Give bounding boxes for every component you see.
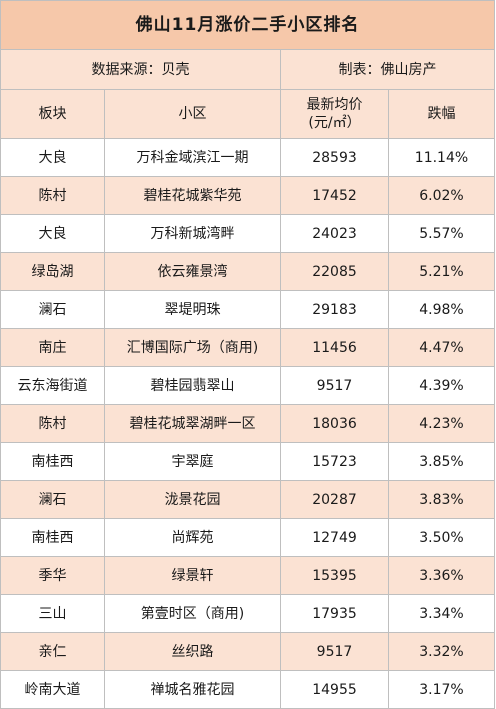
community-cell: 绿景轩 xyxy=(105,557,281,594)
title-row: 佛山11月涨价二手小区排名 xyxy=(1,1,495,50)
source-row: 数据来源：贝壳 制表：佛山房产 xyxy=(1,50,495,90)
data-source-label: 数据来源：贝壳 xyxy=(1,50,281,89)
header-price-line2: (元/㎡） xyxy=(308,115,361,131)
table-row: 陈村 碧桂花城翠湖畔一区 18036 4.23% xyxy=(1,405,495,443)
table-title: 佛山11月涨价二手小区排名 xyxy=(1,1,495,49)
table-row: 澜石 泷景花园 20287 3.83% xyxy=(1,481,495,519)
district-cell: 陈村 xyxy=(1,405,105,442)
district-cell: 南庄 xyxy=(1,329,105,366)
change-cell: 3.83% xyxy=(389,481,495,518)
price-cell: 22085 xyxy=(281,253,389,290)
header-community: 小区 xyxy=(105,90,281,138)
district-cell: 澜石 xyxy=(1,291,105,328)
community-cell: 依云雍景湾 xyxy=(105,253,281,290)
price-cell: 9517 xyxy=(281,633,389,670)
change-cell: 4.98% xyxy=(389,291,495,328)
price-cell: 15723 xyxy=(281,443,389,480)
change-cell: 4.47% xyxy=(389,329,495,366)
header-price: 最新均价 (元/㎡） xyxy=(281,90,389,138)
district-cell: 季华 xyxy=(1,557,105,594)
table-row: 大良 万科新城湾畔 24023 5.57% xyxy=(1,215,495,253)
table-row: 季华 绿景轩 15395 3.36% xyxy=(1,557,495,595)
community-cell: 宇翠庭 xyxy=(105,443,281,480)
table-row: 绿岛湖 依云雍景湾 22085 5.21% xyxy=(1,253,495,291)
community-cell: 禅城名雅花园 xyxy=(105,671,281,708)
table-row: 亲仁 丝织路 9517 3.32% xyxy=(1,633,495,671)
price-cell: 17935 xyxy=(281,595,389,632)
change-cell: 3.34% xyxy=(389,595,495,632)
district-cell: 南桂西 xyxy=(1,443,105,480)
table-row: 岭南大道 禅城名雅花园 14955 3.17% xyxy=(1,671,495,709)
table-row: 三山 第壹时区（商用) 17935 3.34% xyxy=(1,595,495,633)
header-district: 板块 xyxy=(1,90,105,138)
price-cell: 14955 xyxy=(281,671,389,708)
change-cell: 6.02% xyxy=(389,177,495,214)
district-cell: 亲仁 xyxy=(1,633,105,670)
community-cell: 尚辉苑 xyxy=(105,519,281,556)
change-cell: 5.57% xyxy=(389,215,495,252)
table-row: 云东海街道 碧桂园翡翠山 9517 4.39% xyxy=(1,367,495,405)
table-body: 大良 万科金域滨江一期 28593 11.14% 陈村 碧桂花城紫华苑 17452 6.02%… xyxy=(1,139,495,709)
community-cell: 万科金域滨江一期 xyxy=(105,139,281,176)
producer-label: 制表：佛山房产 xyxy=(281,50,495,89)
price-cell: 11456 xyxy=(281,329,389,366)
community-cell: 丝织路 xyxy=(105,633,281,670)
header-price-line1: 最新均价 xyxy=(306,97,363,113)
change-cell: 3.50% xyxy=(389,519,495,556)
community-cell: 碧桂花城紫华苑 xyxy=(105,177,281,214)
change-cell: 4.39% xyxy=(389,367,495,404)
price-cell: 18036 xyxy=(281,405,389,442)
table-row: 南桂西 尚辉苑 12749 3.50% xyxy=(1,519,495,557)
change-cell: 11.14% xyxy=(389,139,495,176)
table-row: 南庄 汇博国际广场（商用) 11456 4.47% xyxy=(1,329,495,367)
community-cell: 泷景花园 xyxy=(105,481,281,518)
change-cell: 3.85% xyxy=(389,443,495,480)
district-cell: 云东海街道 xyxy=(1,367,105,404)
district-cell: 陈村 xyxy=(1,177,105,214)
district-cell: 南桂西 xyxy=(1,519,105,556)
price-cell: 9517 xyxy=(281,367,389,404)
change-cell: 5.21% xyxy=(389,253,495,290)
change-cell: 3.32% xyxy=(389,633,495,670)
district-cell: 大良 xyxy=(1,215,105,252)
price-cell: 12749 xyxy=(281,519,389,556)
table-row: 澜石 翠堤明珠 29183 4.98% xyxy=(1,291,495,329)
price-cell: 20287 xyxy=(281,481,389,518)
table-row: 大良 万科金域滨江一期 28593 11.14% xyxy=(1,139,495,177)
district-cell: 绿岛湖 xyxy=(1,253,105,290)
community-cell: 万科新城湾畔 xyxy=(105,215,281,252)
table-row: 陈村 碧桂花城紫华苑 17452 6.02% xyxy=(1,177,495,215)
community-cell: 碧桂园翡翠山 xyxy=(105,367,281,404)
community-cell: 碧桂花城翠湖畔一区 xyxy=(105,405,281,442)
header-row: 板块 小区 最新均价 (元/㎡） 跌幅 xyxy=(1,90,495,139)
district-cell: 岭南大道 xyxy=(1,671,105,708)
change-cell: 3.36% xyxy=(389,557,495,594)
district-cell: 大良 xyxy=(1,139,105,176)
change-cell: 4.23% xyxy=(389,405,495,442)
change-cell: 3.17% xyxy=(389,671,495,708)
community-cell: 汇博国际广场（商用) xyxy=(105,329,281,366)
header-change: 跌幅 xyxy=(389,90,495,138)
table-row: 南桂西 宇翠庭 15723 3.85% xyxy=(1,443,495,481)
price-cell: 29183 xyxy=(281,291,389,328)
community-cell: 翠堤明珠 xyxy=(105,291,281,328)
price-cell: 15395 xyxy=(281,557,389,594)
district-cell: 三山 xyxy=(1,595,105,632)
community-cell: 第壹时区（商用) xyxy=(105,595,281,632)
price-cell: 24023 xyxy=(281,215,389,252)
price-cell: 28593 xyxy=(281,139,389,176)
district-cell: 澜石 xyxy=(1,481,105,518)
price-cell: 17452 xyxy=(281,177,389,214)
